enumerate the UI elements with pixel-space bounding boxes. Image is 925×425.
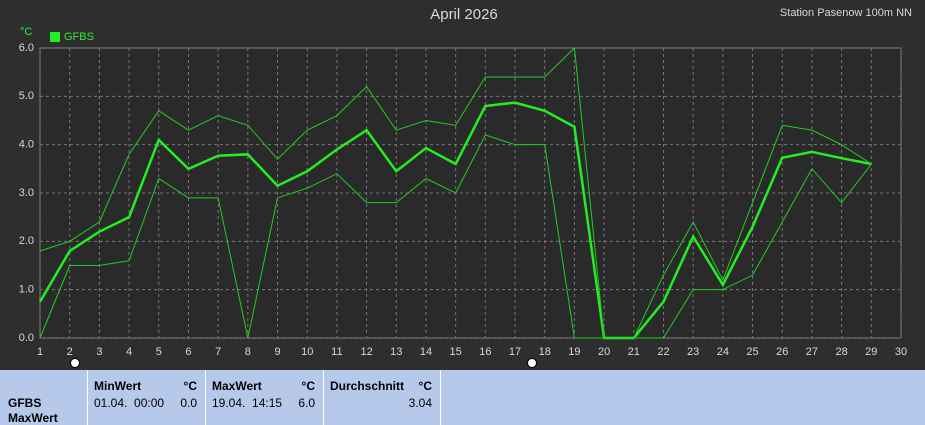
x-tick-label: 5	[156, 346, 162, 358]
station-cell: GFBS MaxWert	[0, 370, 88, 425]
x-tick-label: 14	[420, 346, 432, 358]
col-unit: °C	[418, 379, 432, 393]
chart: April 2026 Station Pasenow 100m NN °C 0.…	[19, 6, 912, 368]
x-tick-label: 29	[865, 346, 877, 358]
chart-title: April 2026	[430, 6, 498, 23]
col-time: 19.04. 14:15	[212, 396, 283, 410]
x-tick-label: 1	[37, 346, 43, 358]
x-tick-label: 8	[245, 346, 251, 358]
x-tick-label: 15	[450, 346, 462, 358]
kind: MaxWert	[8, 411, 58, 425]
x-tick-label: 25	[746, 346, 758, 358]
x-tick-label: 19	[568, 346, 580, 358]
y-tick-label: 6.0	[19, 42, 34, 54]
summary-panel: GFBS MaxWert MinWert °C 01.04. 00:00 0.0…	[0, 370, 925, 425]
x-tick-label: 3	[96, 346, 102, 358]
plot-area	[39, 47, 902, 339]
x-tick-label: 18	[539, 346, 551, 358]
x-tick-label: 16	[479, 346, 491, 358]
series-line	[39, 46, 872, 339]
y-axis-label: °C	[20, 26, 32, 38]
x-tick-label: 30	[895, 346, 907, 358]
station: GFBS	[8, 396, 42, 410]
y-tick-label: 3.0	[19, 187, 34, 199]
x-tick-label: 24	[717, 346, 729, 358]
col-time: 01.04. 00:00	[94, 396, 165, 410]
avg-cell: Durchschnitt °C 3.04	[324, 370, 441, 425]
x-tick-label: 4	[126, 346, 132, 358]
y-tick-label: 0.0	[19, 332, 34, 344]
y-tick-label: 4.0	[19, 139, 34, 151]
y-tick-label: 2.0	[19, 235, 34, 247]
col-unit: °C	[183, 379, 197, 393]
x-tick-label: 26	[776, 346, 788, 358]
legend-swatch	[50, 32, 60, 42]
x-tick-label: 2	[67, 346, 73, 358]
x-tick-label: 17	[509, 346, 521, 358]
x-tick-label: 6	[185, 346, 191, 358]
moon-icon	[70, 358, 80, 368]
max-cell: MaxWert °C 19.04. 14:15 6.0	[206, 370, 324, 425]
col-label: Durchschnitt	[330, 379, 405, 393]
min-cell: MinWert °C 01.04. 00:00 0.0	[88, 370, 206, 425]
col-label: MinWert	[94, 379, 142, 393]
col-value: 6.0	[298, 396, 315, 410]
x-tick-label: 13	[390, 346, 402, 358]
x-tick-label: 12	[360, 346, 372, 358]
x-tick-label: 27	[806, 346, 818, 358]
x-tick-label: 20	[598, 346, 610, 358]
col-label: MaxWert	[212, 379, 262, 393]
x-tick-label: 9	[274, 346, 280, 358]
series-line	[38, 101, 872, 340]
x-tick-label: 22	[657, 346, 669, 358]
x-tick-label: 23	[687, 346, 699, 358]
chart-subtitle: Station Pasenow 100m NN	[780, 7, 912, 19]
series-line	[39, 134, 872, 339]
x-tick-label: 10	[301, 346, 313, 358]
col-value: 3.04	[408, 396, 432, 410]
x-tick-label: 28	[835, 346, 847, 358]
col-value: 0.0	[180, 396, 197, 410]
col-unit: °C	[301, 379, 315, 393]
legend-label: GFBS	[64, 31, 94, 43]
y-tick-label: 1.0	[19, 284, 34, 296]
y-tick-label: 5.0	[19, 90, 34, 102]
x-tick-label: 7	[215, 346, 221, 358]
moon-icon	[527, 358, 537, 368]
x-tick-label: 21	[628, 346, 640, 358]
x-tick-label: 11	[331, 346, 342, 358]
